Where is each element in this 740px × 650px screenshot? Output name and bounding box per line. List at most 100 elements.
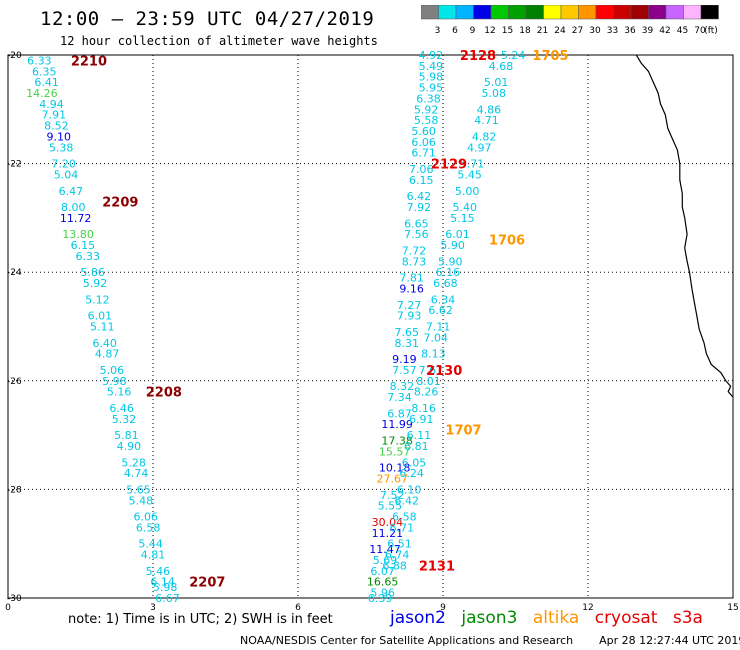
swh-point-label: 5.95: [419, 82, 444, 95]
swh-point-label: 6.62: [428, 304, 453, 317]
swh-point-label: 7.93: [397, 310, 422, 323]
swh-point-label: 4.74: [124, 467, 149, 480]
swh-point-label: 4.87: [95, 348, 120, 361]
satellite-legend: jason2 jason3 altika cryosat s3a: [390, 608, 713, 628]
legend-label: 33: [607, 26, 618, 36]
swh-point-label: 8.13: [421, 348, 446, 361]
swh-point-label: 6.06: [411, 136, 436, 149]
swh-point-label: 8.31: [395, 337, 420, 350]
swh-point-label: 5.46: [146, 565, 171, 578]
swh-point-label: 10.18: [379, 462, 411, 475]
swh-point-label: 5.28: [121, 456, 146, 469]
swh-point-label: 5.24: [501, 49, 526, 62]
swh-point-label: 5.40: [453, 201, 478, 214]
legend-label: 36: [624, 26, 636, 36]
swh-point-label: 8.00: [61, 201, 86, 214]
legend-swatch: [700, 5, 719, 20]
swh-point-label: 5.44: [138, 538, 163, 551]
swh-point-label: 11.99: [381, 418, 413, 431]
swh-point-label: 6.42: [395, 494, 420, 507]
swh-point-label: 27.67: [377, 473, 409, 486]
pass-time-label: 1707: [445, 424, 481, 439]
y-tick-label: -28: [7, 485, 22, 495]
chart-title: 12:00 – 23:59 UTC 04/27/2019: [40, 8, 375, 30]
swh-point-label: 6.68: [433, 277, 458, 290]
swh-point-label: 7.06: [409, 163, 434, 176]
swh-point-label: 7.65: [395, 326, 420, 339]
swh-point-label: 6.87: [387, 407, 412, 420]
legend-label: 3: [435, 26, 441, 36]
swh-point-label: 5.55: [378, 500, 403, 513]
swh-point-label: 5.96: [370, 587, 395, 600]
swh-point-label: 30.04: [372, 516, 404, 529]
swh-point-label: 5.06: [100, 364, 125, 377]
plot-frame: [7, 54, 734, 599]
swh-point-label: 6.33: [27, 54, 52, 67]
y-tick-label: -22: [7, 160, 22, 170]
legend-label: (ft): [704, 26, 718, 36]
swh-point-label: 7.20: [51, 158, 76, 171]
swh-point-label: 6.91: [409, 413, 434, 426]
swh-point-label: 11.72: [60, 212, 92, 225]
swh-point-label: 5.92: [83, 277, 108, 290]
swh-point-label: 8.73: [402, 255, 427, 268]
swh-point-label: 6.67: [155, 592, 180, 605]
satellite-legend-item: jason3: [461, 608, 518, 628]
swh-point-label: 6.14: [150, 576, 175, 589]
credit-line: NOAA/NESDIS Center for Satellite Applica…: [240, 634, 740, 647]
swh-point-label: 5.65: [126, 483, 151, 496]
pass-time-label: 1705: [532, 49, 568, 64]
x-tick-label: 12: [582, 603, 593, 613]
y-tick-label: -20: [7, 51, 22, 61]
swh-point-label: 15.57: [379, 445, 411, 458]
x-tick-label: 15: [727, 603, 738, 613]
legend-label: 18: [519, 26, 531, 36]
swh-point-label: 6.38: [416, 92, 441, 105]
swh-point-label: 5.15: [450, 212, 475, 225]
x-tick-label: 0: [5, 603, 11, 613]
swh-point-label: 5.00: [455, 185, 480, 198]
swh-point-label: 6.58: [392, 511, 417, 524]
pass-time-label: 1706: [489, 234, 525, 249]
swh-point-label: 7.11: [426, 321, 451, 334]
swh-point-label: 7.92: [407, 201, 432, 214]
swh-point-label: 6.71: [390, 521, 415, 534]
y-tick-label: -30: [7, 594, 22, 604]
x-tick-label: 6: [295, 603, 301, 613]
swh-point-label: 4.92: [419, 49, 444, 62]
swh-point-label: 5.90: [438, 255, 463, 268]
satellite-legend-item: jason2: [390, 608, 446, 628]
swh-point-label: 8.32: [390, 380, 415, 393]
legend-label: 21: [537, 26, 548, 36]
swh-point-label: 7.91: [42, 109, 67, 122]
pass-time-label: 2128: [460, 49, 496, 64]
swh-point-label: 5.49: [419, 60, 444, 73]
swh-point-label: 5.71: [460, 158, 485, 171]
swh-point-label: 5.69: [373, 554, 398, 567]
swh-point-label: 7.67: [419, 364, 444, 377]
swh-point-label: 4.81: [141, 549, 166, 562]
y-tick-label: -24: [7, 268, 22, 278]
swh-point-label: 7.56: [404, 228, 429, 241]
swh-point-label: 6.34: [431, 293, 456, 306]
swh-point-label: 4.71: [474, 114, 499, 127]
swh-point-label: 6.24: [399, 467, 424, 480]
legend-label: 27: [572, 26, 583, 36]
legend-label: 15: [502, 26, 513, 36]
swh-point-label: 16.65: [367, 576, 399, 589]
swh-point-label: 5.04: [54, 168, 79, 181]
swh-point-label: 6.15: [409, 174, 434, 187]
swh-point-label: 4.86: [477, 103, 502, 116]
legend-label: 6: [452, 26, 458, 36]
credit-text: NOAA/NESDIS Center for Satellite Applica…: [240, 634, 574, 647]
swh-point-label: 4.82: [472, 130, 497, 143]
swh-point-label: 6.01: [88, 310, 113, 323]
swh-point-label: 7.72: [402, 244, 427, 257]
swh-point-label: 8.26: [414, 386, 439, 399]
swh-point-label: 6.05: [402, 456, 427, 469]
swh-point-label: 5.98: [102, 375, 127, 388]
x-tick-label: 3: [150, 603, 156, 613]
swh-point-label: 11.21: [372, 527, 404, 540]
legend-label: 24: [554, 26, 566, 36]
